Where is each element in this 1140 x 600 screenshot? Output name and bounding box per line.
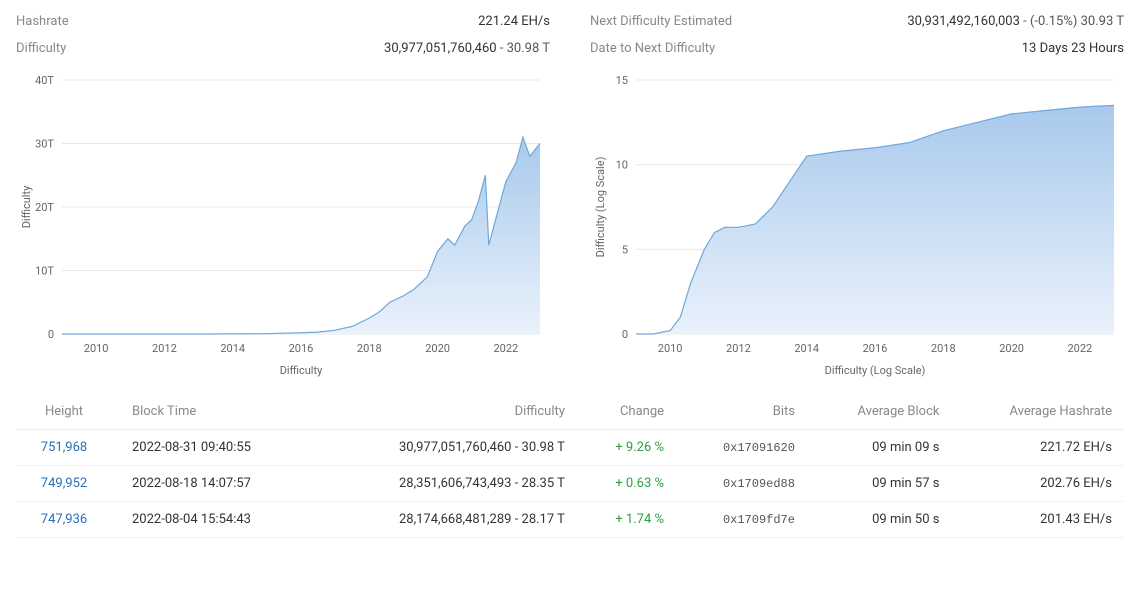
svg-text:10: 10 [616, 159, 628, 172]
col-bits: Bits [676, 394, 807, 430]
table-row: 751,9682022-08-31 09:40:5530,977,051,760… [16, 430, 1124, 466]
cell-blocktime: 2022-08-18 14:07:57 [112, 466, 318, 502]
svg-text:Difficulty (Log Scale): Difficulty (Log Scale) [594, 156, 607, 257]
cell-difficulty: 28,351,606,743,493 - 28.35 T [318, 466, 577, 502]
svg-text:2014: 2014 [794, 342, 819, 355]
svg-text:Difficulty: Difficulty [280, 364, 323, 377]
svg-text:2018: 2018 [931, 342, 956, 355]
col-blocktime: Block Time [112, 394, 318, 430]
svg-text:0: 0 [622, 328, 628, 341]
cell-change: + 9.26 % [577, 430, 676, 466]
cell-height[interactable]: 749,952 [16, 466, 112, 502]
svg-text:Difficulty (Log Scale): Difficulty (Log Scale) [825, 364, 926, 377]
svg-text:40T: 40T [35, 74, 54, 87]
chart-difficulty-log: 0 5 10 15 2010 2012 2014 2016 2018 2020 2022 Diffic… [590, 70, 1124, 380]
svg-text:2014: 2014 [220, 342, 245, 355]
chart-svg-log: 0 5 10 15 2010 2012 2014 2016 2018 2020 2022 Diffic… [590, 70, 1124, 380]
stat-value: 30,977,051,760,460 - 30.98 T [384, 41, 550, 56]
stat-difficulty: Difficulty 30,977,051,760,460 - 30.98 T [16, 35, 550, 62]
table-body: 751,9682022-08-31 09:40:5530,977,051,760… [16, 430, 1124, 538]
svg-text:2012: 2012 [726, 342, 751, 355]
svg-text:2010: 2010 [658, 342, 683, 355]
stat-hashrate: Hashrate 221.24 EH/s [16, 8, 550, 35]
stat-label: Date to Next Difficulty [590, 41, 715, 56]
table-header-row: Height Block Time Difficulty Change Bits… [16, 394, 1124, 430]
svg-text:2022: 2022 [493, 342, 518, 355]
table-row: 747,9362022-08-04 15:54:4328,174,668,481… [16, 502, 1124, 538]
col-change: Change [577, 394, 676, 430]
main-container: Hashrate 221.24 EH/s Difficulty 30,977,0… [0, 0, 1140, 546]
cell-change: + 1.74 % [577, 502, 676, 538]
cell-avgblock: 09 min 57 s [807, 466, 952, 502]
cell-height[interactable]: 747,936 [16, 502, 112, 538]
chart-svg-linear: 0 10T 20T 30T 40T 2010 2012 2014 2016 2018 2020 202… [16, 70, 550, 380]
svg-text:2016: 2016 [289, 342, 314, 355]
svg-text:10T: 10T [35, 265, 54, 278]
svg-text:2018: 2018 [357, 342, 382, 355]
stat-label: Hashrate [16, 14, 69, 29]
stats-right: Next Difficulty Estimated 30,931,492,160… [590, 8, 1124, 62]
svg-text:5: 5 [622, 243, 628, 256]
stat-date-next: Date to Next Difficulty 13 Days 23 Hours [590, 35, 1124, 62]
svg-text:2016: 2016 [863, 342, 888, 355]
stat-next-difficulty: Next Difficulty Estimated 30,931,492,160… [590, 8, 1124, 35]
svg-text:0: 0 [48, 328, 54, 341]
cell-bits: 0x1709fd7e [676, 502, 807, 538]
col-difficulty: Difficulty [318, 394, 577, 430]
stats-left: Hashrate 221.24 EH/s Difficulty 30,977,0… [16, 8, 550, 62]
col-avghash: Average Hashrate [951, 394, 1124, 430]
cell-avghash: 202.76 EH/s [951, 466, 1124, 502]
stat-label: Next Difficulty Estimated [590, 14, 732, 29]
cell-difficulty: 30,977,051,760,460 - 30.98 T [318, 430, 577, 466]
svg-text:2010: 2010 [84, 342, 109, 355]
col-avgblock: Average Block [807, 394, 952, 430]
cell-avghash: 221.72 EH/s [951, 430, 1124, 466]
chart-difficulty: 0 10T 20T 30T 40T 2010 2012 2014 2016 2018 2020 202… [16, 70, 550, 380]
difficulty-table: Height Block Time Difficulty Change Bits… [16, 394, 1124, 538]
charts-row: 0 10T 20T 30T 40T 2010 2012 2014 2016 2018 2020 202… [16, 70, 1124, 380]
svg-text:20T: 20T [35, 201, 54, 214]
svg-text:2020: 2020 [425, 342, 450, 355]
svg-text:15: 15 [616, 74, 628, 87]
cell-difficulty: 28,174,668,481,289 - 28.17 T [318, 502, 577, 538]
stats-row: Hashrate 221.24 EH/s Difficulty 30,977,0… [16, 8, 1124, 62]
svg-text:30T: 30T [35, 138, 54, 151]
stat-value: 221.24 EH/s [478, 14, 550, 29]
stat-value: 13 Days 23 Hours [1022, 41, 1124, 56]
cell-avghash: 201.43 EH/s [951, 502, 1124, 538]
svg-text:Difficulty: Difficulty [20, 185, 33, 228]
table-row: 749,9522022-08-18 14:07:5728,351,606,743… [16, 466, 1124, 502]
stat-label: Difficulty [16, 41, 66, 56]
cell-bits: 0x17091620 [676, 430, 807, 466]
svg-text:2020: 2020 [999, 342, 1024, 355]
cell-avgblock: 09 min 50 s [807, 502, 952, 538]
col-height: Height [16, 394, 112, 430]
svg-text:2022: 2022 [1067, 342, 1092, 355]
cell-height[interactable]: 751,968 [16, 430, 112, 466]
difficulty-table-wrap: Height Block Time Difficulty Change Bits… [16, 394, 1124, 538]
cell-change: + 0.63 % [577, 466, 676, 502]
cell-bits: 0x1709ed88 [676, 466, 807, 502]
cell-blocktime: 2022-08-31 09:40:55 [112, 430, 318, 466]
stat-value: 30,931,492,160,003 - (-0.15%) 30.93 T [907, 14, 1124, 29]
cell-blocktime: 2022-08-04 15:54:43 [112, 502, 318, 538]
cell-avgblock: 09 min 09 s [807, 430, 952, 466]
svg-text:2012: 2012 [152, 342, 177, 355]
